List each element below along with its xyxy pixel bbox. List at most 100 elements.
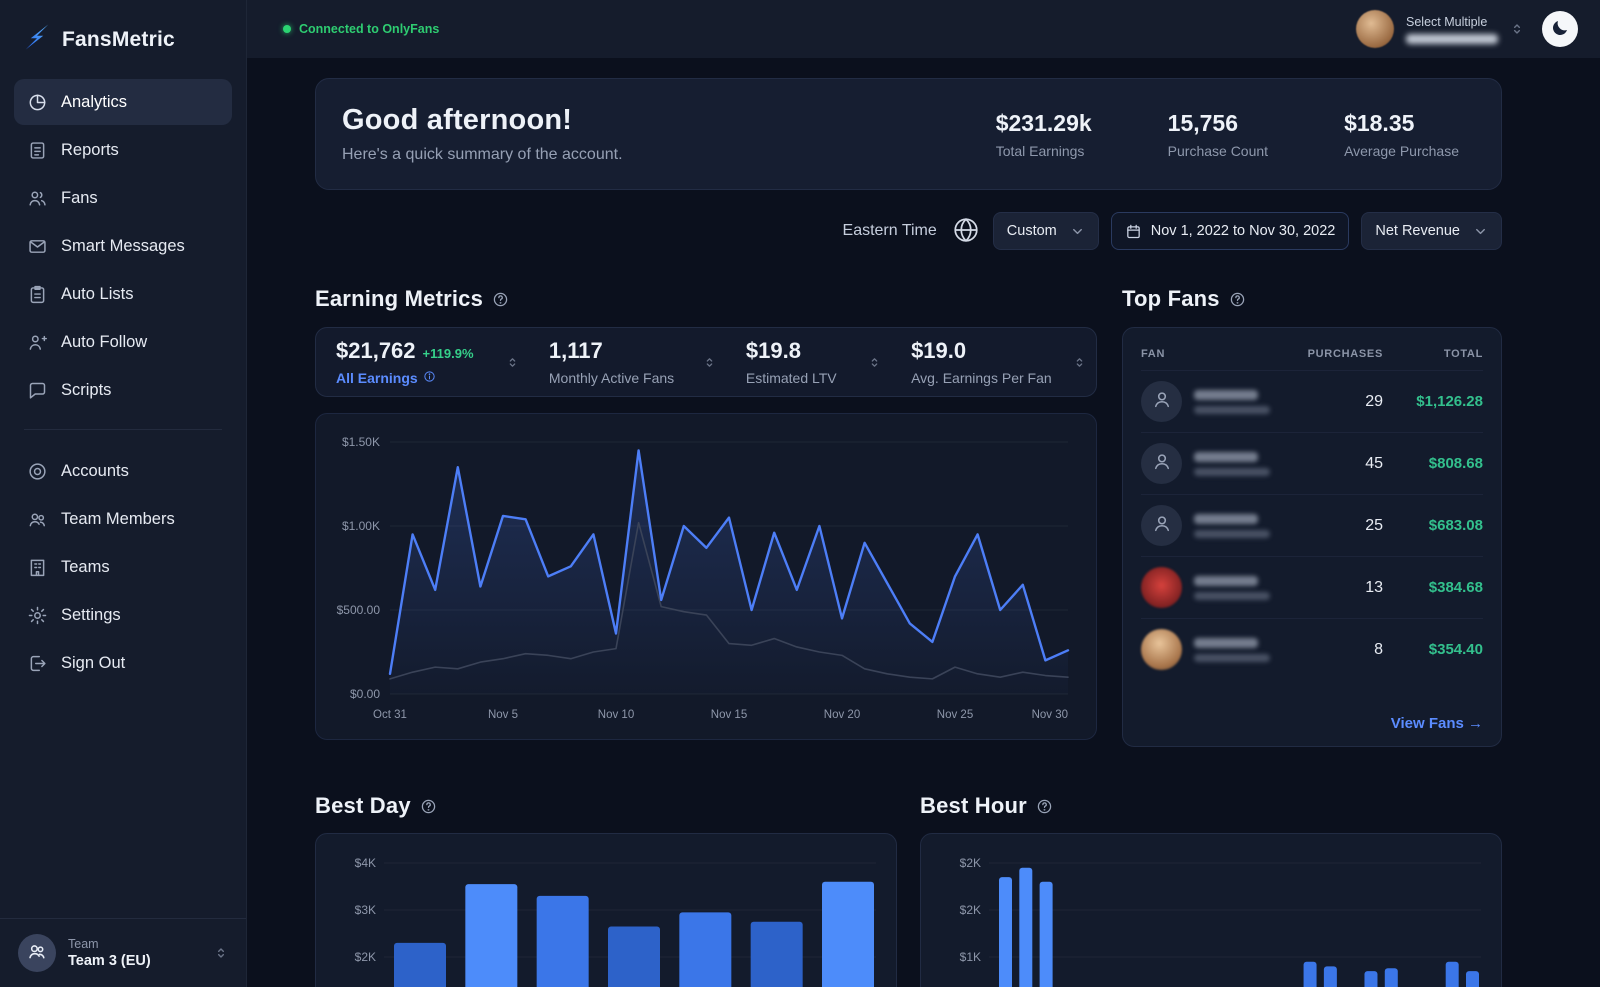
view-fans-link[interactable]: View Fans → [1390, 715, 1483, 732]
metric-value: $21,762 [336, 338, 416, 363]
sidebar-item-reports[interactable]: Reports [14, 127, 232, 173]
fan-row[interactable]: 13 $384.68 [1141, 556, 1483, 618]
help-icon[interactable] [1036, 798, 1053, 815]
sidebar-item-fans[interactable]: Fans [14, 175, 232, 221]
scripts-icon [27, 380, 48, 401]
chevron-down-icon [1473, 224, 1488, 239]
nav-label: Teams [61, 557, 110, 576]
metric-stepper[interactable] [703, 356, 716, 369]
metric-stepper[interactable] [868, 356, 881, 369]
analytics-icon [27, 92, 48, 113]
best-day-section: Best Day $4K$3K$2K$1K [315, 793, 897, 987]
best-hour-chart: $2K$2K$1K$500 [920, 833, 1502, 987]
sidebar-item-auto-lists[interactable]: Auto Lists [14, 271, 232, 317]
best-day-title: Best Day [315, 793, 411, 818]
fan-identity [1141, 629, 1291, 670]
fan-total: $384.68 [1428, 579, 1483, 596]
sidebar: FansMetric Analytics Reports Fans Smart Mes… [0, 0, 247, 987]
fan-username-blurred [1194, 529, 1270, 538]
column-purchases: PURCHASES [1307, 348, 1383, 360]
metric-label: Avg. Earnings Per Fan [911, 370, 1052, 386]
metric-select[interactable]: Net Revenue [1361, 212, 1502, 250]
metric-stepper[interactable] [506, 356, 519, 369]
fan-row[interactable]: 8 $354.40 [1141, 618, 1483, 680]
sidebar-item-settings[interactable]: Settings [14, 592, 232, 638]
account-picker[interactable]: Select Multiple [1406, 15, 1498, 44]
fan-username-blurred [1194, 591, 1270, 600]
nav-label: Fans [61, 188, 98, 207]
fan-row[interactable]: 29 $1,126.28 [1141, 370, 1483, 432]
date-range-picker[interactable]: Nov 1, 2022 to Nov 30, 2022 [1110, 212, 1350, 250]
teams-icon [27, 557, 48, 578]
sidebar-item-auto-follow[interactable]: Auto Follow [14, 319, 232, 365]
team-switcher-label: Team [68, 937, 99, 951]
metric-monthly-active-fans[interactable]: 1,117 Monthly Active Fans [529, 328, 726, 396]
main-content: Good afternoon! Here's a quick summary o… [247, 58, 1600, 987]
welcome-stat-purchase-count: 15,756 Purchase Count [1168, 110, 1268, 159]
help-icon[interactable] [420, 798, 437, 815]
reports-icon [27, 140, 48, 161]
metric-label: All Earnings [336, 370, 474, 386]
svg-text:Nov 15: Nov 15 [711, 709, 747, 721]
fan-purchases: 25 [1365, 516, 1383, 534]
column-fan: FAN [1141, 348, 1166, 360]
fan-row[interactable]: 25 $683.08 [1141, 494, 1483, 556]
account-picker-label: Select Multiple [1406, 14, 1488, 29]
fan-row[interactable]: 45 $808.68 [1141, 432, 1483, 494]
date-range-value: Nov 1, 2022 to Nov 30, 2022 [1150, 223, 1336, 239]
metric-label: Monthly Active Fans [548, 370, 675, 386]
help-icon[interactable] [1229, 291, 1246, 308]
sidebar-item-accounts[interactable]: Accounts [14, 448, 232, 494]
controls-row: Eastern Time Custom [315, 212, 1502, 250]
top-fans-rows: 29 $1,126.28 45 $808.68 25 $683.08 13 $384.68 8 $… [1141, 370, 1483, 680]
team-avatar-icon [18, 934, 56, 972]
fan-total: $354.40 [1428, 641, 1483, 658]
sidebar-item-team-members[interactable]: Team Members [14, 496, 232, 542]
metric-value: $19.8 [745, 338, 801, 363]
fansmetric-logo-icon [22, 22, 52, 57]
welcome-stat-average-purchase: $18.35 Average Purchase [1344, 110, 1459, 159]
team-switcher[interactable]: Team Team 3 (EU) [0, 918, 246, 987]
svg-text:$500.00: $500.00 [337, 603, 381, 617]
best-hour-section: Best Hour $2K$2K$1K$500 [920, 793, 1502, 987]
metric-all-earnings[interactable]: $21,762 +119.9% All Earnings [316, 328, 529, 396]
metric-estimated-ltv[interactable]: $19.8 Estimated LTV [726, 328, 891, 396]
fan-total: $1,126.28 [1416, 393, 1483, 410]
sidebar-item-scripts[interactable]: Scripts [14, 367, 232, 413]
team-icon [26, 940, 48, 967]
range-preset-select[interactable]: Custom [992, 212, 1099, 250]
calendar-icon [1125, 223, 1142, 240]
nav-label: Auto Lists [61, 284, 134, 303]
app-title: FansMetric [62, 27, 175, 51]
help-icon[interactable] [492, 291, 509, 308]
nav-label: Settings [61, 605, 121, 624]
chevron-up-down-icon[interactable] [1510, 22, 1524, 36]
fan-purchases: 13 [1365, 578, 1383, 596]
earning-metrics-title: Earning Metrics [315, 286, 484, 311]
sidebar-item-sign-out[interactable]: Sign Out [14, 640, 232, 686]
account-avatar[interactable] [1356, 10, 1394, 48]
dark-mode-toggle[interactable] [1542, 11, 1578, 47]
range-preset-value: Custom [1006, 223, 1057, 239]
welcome-card: Good afternoon! Here's a quick summary o… [315, 78, 1502, 190]
account-username-blurred [1406, 33, 1498, 44]
sidebar-item-analytics[interactable]: Analytics [14, 79, 232, 125]
sidebar-item-smart-messages[interactable]: Smart Messages [14, 223, 232, 269]
sidebar-item-teams[interactable]: Teams [14, 544, 232, 590]
fan-username-blurred [1194, 467, 1270, 476]
timezone-globe-button[interactable] [951, 215, 981, 248]
sidebar-nav-primary: Analytics Reports Fans Smart Messages Auto L… [0, 75, 246, 415]
sidebar-divider [24, 429, 222, 430]
fan-identity [1141, 443, 1291, 484]
fan-identity [1141, 505, 1291, 546]
team-members-icon [27, 509, 48, 530]
metric-select-value: Net Revenue [1375, 223, 1460, 239]
fan-name-blurred [1194, 575, 1258, 586]
metric-stepper[interactable] [1073, 356, 1086, 369]
metric-avg-earnings-per-fan[interactable]: $19.0 Avg. Earnings Per Fan [891, 328, 1096, 396]
best-hour-title: Best Hour [920, 793, 1027, 818]
top-fans-header: Top Fans [1122, 286, 1502, 312]
logo[interactable]: FansMetric [0, 0, 246, 75]
auto-follow-icon [27, 332, 48, 353]
